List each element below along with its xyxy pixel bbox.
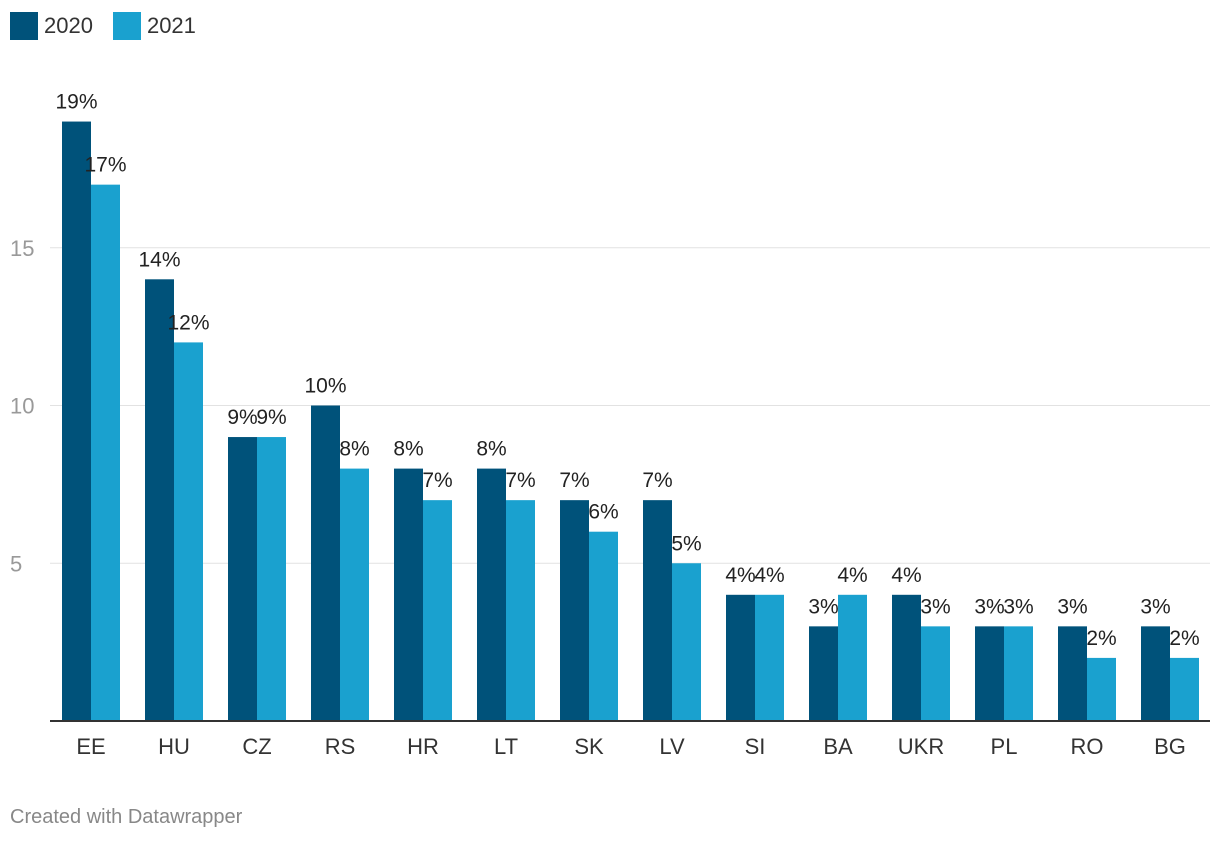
bar-2021 [755,594,784,721]
data-label-2021: 8% [339,438,369,461]
x-tick-label: UKR [898,734,944,759]
x-tick-label: RS [325,734,356,759]
data-label-2021: 17% [84,154,126,177]
data-label-2021: 5% [671,532,701,555]
data-label-2020: 3% [1057,595,1087,618]
bar-2020 [228,437,257,721]
bar-2021 [672,563,701,721]
data-label-2020: 3% [974,595,1004,618]
data-label-2020: 3% [1140,595,1170,618]
x-tick-label: BA [823,734,853,759]
bar-2020 [560,500,589,721]
x-tick-label: LV [659,734,685,759]
data-label-2021: 3% [920,595,950,618]
data-label-2021: 7% [505,469,535,492]
legend: 2020 2021 [10,12,216,40]
data-label-2020: 7% [559,469,589,492]
bar-2020 [809,626,838,721]
bar-2021 [1087,657,1116,721]
data-label-2021: 4% [754,564,784,587]
legend-label-2020: 2020 [44,13,93,38]
bar-2020 [892,594,921,721]
bar-2021 [589,531,618,721]
data-label-2020: 4% [725,564,755,587]
data-label-2020: 9% [227,406,257,429]
data-label-2020: 14% [138,248,180,271]
data-label-2021: 6% [588,501,618,524]
bar-2021 [1004,626,1033,721]
x-tick-label: RO [1071,734,1104,759]
data-label-2021: 2% [1086,627,1116,650]
bar-2021 [340,468,369,721]
legend-item-2020: 2020 [10,12,93,40]
data-label-2020: 3% [808,595,838,618]
bar-2020 [477,468,506,721]
bar-2020 [394,468,423,721]
bar-2021 [506,500,535,721]
y-tick-label: 15 [10,236,34,261]
data-label-2020: 7% [642,469,672,492]
bar-2020 [1141,626,1170,721]
y-tick-label: 5 [10,551,22,576]
legend-item-2021: 2021 [112,12,196,40]
data-label-2021: 3% [1003,595,1033,618]
legend-swatch-2021 [112,12,141,40]
data-label-2021: 9% [256,406,286,429]
x-tick-label: CZ [242,734,271,759]
bar-2021 [257,437,286,721]
data-label-2021: 4% [837,564,867,587]
bar-2021 [174,342,203,721]
x-tick-label: BG [1154,734,1186,759]
bar-2020 [145,279,174,721]
data-label-2020: 8% [393,438,423,461]
bar-2020 [975,626,1004,721]
footer-credit: Created with Datawrapper [10,806,243,828]
bar-2020 [62,121,91,722]
bar-2021 [1170,657,1199,721]
data-label-2020: 4% [891,564,921,587]
data-label-2020: 10% [304,375,346,398]
bar-2021 [423,500,452,721]
bar-2021 [91,184,120,721]
data-label-2020: 19% [55,91,97,114]
data-label-2021: 12% [167,311,209,334]
bar-2021 [921,626,950,721]
x-tick-label: SI [745,734,766,759]
y-tick-label: 10 [10,394,34,419]
data-label-2020: 8% [476,438,506,461]
legend-swatch-2020 [10,12,38,40]
x-tick-label: HR [407,734,439,759]
bar-2021 [838,594,867,721]
x-tick-label: EE [76,734,105,759]
bar-2020 [726,594,755,721]
data-label-2021: 7% [422,469,452,492]
bar-2020 [643,500,672,721]
x-tick-label: LT [494,734,518,759]
bar-2020 [1058,626,1087,721]
data-label-2021: 2% [1169,627,1199,650]
x-tick-label: SK [574,734,604,759]
bar-2020 [311,405,340,721]
legend-label-2021: 2021 [146,13,196,38]
x-tick-label: HU [158,734,190,759]
x-tick-label: PL [991,734,1018,759]
